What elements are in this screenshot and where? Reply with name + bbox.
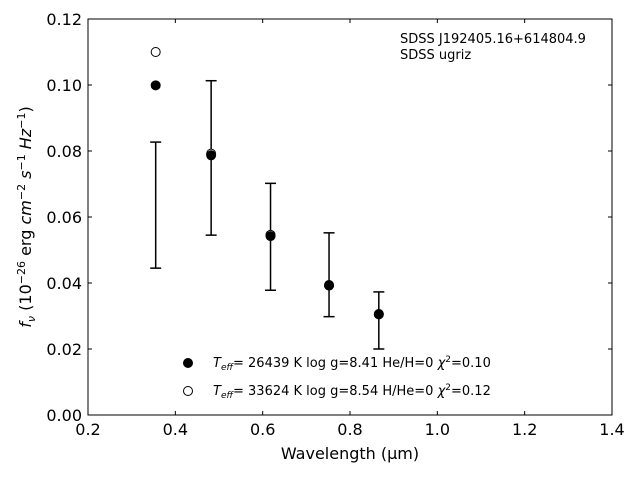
data-point-open [150, 47, 161, 57]
legend-label-open: Teff= 33624 K log g=8.54 H/He=0 χ2=0.12 [213, 383, 491, 401]
data-point-filled [373, 309, 384, 320]
y-title-nu: ν [25, 316, 38, 322]
y-axis-ticks: 0.00 0.02 0.04 0.06 0.08 0.10 0.12 [46, 10, 612, 425]
x-tick-label: 0.2 [75, 420, 100, 439]
y-tick-label: 0.10 [46, 76, 82, 95]
y-title-open: (10 [16, 284, 35, 316]
x-tick-label: 1.0 [425, 420, 450, 439]
x-tick-label: 0.8 [337, 420, 362, 439]
legend-label-filled: Teff= 26439 K log g=8.41 He/H=0 χ2=0.10 [213, 355, 491, 373]
y-title-s: s [16, 171, 35, 184]
x-tick-label: 1.2 [512, 420, 537, 439]
y-title-erg: erg [16, 225, 35, 261]
legend-marker-open [183, 386, 193, 396]
x-axis-ticks: 0.2 0.4 0.6 0.8 1.0 1.2 1.4 [75, 19, 625, 439]
legend: Teff= 26439 K log g=8.41 He/H=0 χ2=0.10 … [183, 355, 491, 401]
y-title-f: f [16, 320, 35, 328]
observed-error-bars [150, 79, 385, 350]
annotation-object-name: SDSS J192405.16+614804.9 [400, 32, 586, 47]
y-title-exp2: −2 [15, 184, 28, 200]
y-tick-label: 0.02 [46, 340, 82, 359]
x-axis-title: Wavelength (μm) [281, 444, 419, 463]
y-tick-label: 0.00 [46, 406, 82, 425]
y-title-close: ) [16, 106, 35, 112]
y-tick-label: 0.04 [46, 274, 82, 293]
y-title-hz: Hz [16, 128, 35, 154]
y-title-exp1: −26 [15, 261, 28, 284]
y-axis-title: fν (10−26 erg cm−2 s−1 Hz−1) [15, 106, 38, 327]
x-tick-label: 0.4 [163, 420, 188, 439]
annotation-survey: SDSS ugriz [400, 48, 471, 63]
y-tick-label: 0.12 [46, 10, 82, 29]
y-tick-label: 0.08 [46, 142, 82, 161]
data-point-filled [324, 280, 335, 291]
data-point-filled [150, 80, 161, 91]
x-tick-label: 1.4 [599, 420, 624, 439]
data-point-filled [206, 150, 217, 161]
y-tick-label: 0.06 [46, 208, 82, 227]
y-title-cm: cm [16, 200, 35, 224]
y-title-exp4: −1 [15, 113, 28, 129]
x-tick-label: 0.6 [250, 420, 275, 439]
data-point-filled [265, 231, 276, 242]
model-points [150, 47, 384, 320]
legend-marker-filled [183, 358, 193, 368]
y-title-exp3: −1 [15, 154, 28, 170]
